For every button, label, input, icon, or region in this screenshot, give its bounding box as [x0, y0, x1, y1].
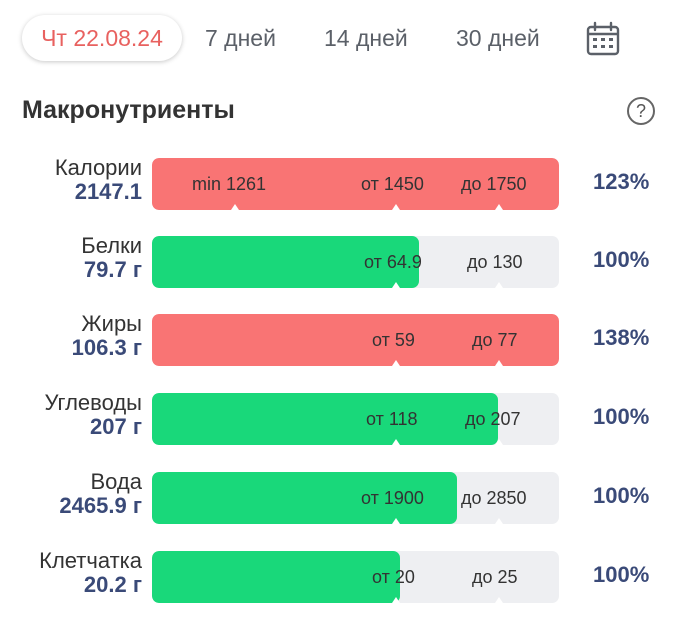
nutrient-percent: 123% [593, 169, 650, 194]
nutrient-row-water: Вода 2465.9 г от 1900 до 2850 100% [0, 469, 680, 525]
nutrient-bar-fill [152, 551, 401, 603]
from-label: от 64.9 [364, 252, 422, 272]
nutrient-name: Белки [81, 233, 142, 258]
from-tick [392, 204, 400, 210]
nutrient-bar: min 1261 от 1450 до 1750 [152, 158, 559, 210]
to-tick [495, 439, 503, 445]
from-tick [392, 439, 400, 445]
nutrient-value: 20.2 г [83, 572, 142, 597]
tab-7-days[interactable]: 7 дней [205, 25, 276, 51]
from-tick [392, 282, 400, 288]
from-label: от 1450 [361, 174, 424, 194]
nutrient-percent: 100% [593, 404, 650, 429]
to-tick [495, 282, 503, 288]
nutrient-row-protein: Белки 79.7 г от 64.9 до 130 100% [0, 233, 680, 289]
from-tick [392, 360, 400, 366]
nutrient-bar: от 20 до 25 [152, 551, 559, 603]
to-label: до 77 [472, 330, 518, 350]
nutrient-bar: от 1900 до 2850 [152, 472, 559, 524]
to-tick [495, 597, 503, 603]
nutrient-bar: от 64.9 до 130 [152, 236, 559, 288]
from-label: от 20 [372, 567, 415, 587]
nutrient-bar-fill [152, 393, 498, 445]
nutrient-name: Жиры [81, 311, 142, 336]
period-tabs: Чт 22.08.24 7 дней 14 дней 30 дней [0, 0, 680, 80]
nutrient-bar-fill [152, 236, 419, 288]
nutrient-name: Калории [54, 155, 142, 180]
nutrient-bar: от 118 до 207 [152, 393, 559, 445]
section-title: Макронутриенты [22, 96, 235, 124]
from-label: от 118 [366, 409, 418, 429]
calendar-icon[interactable] [585, 21, 621, 57]
nutrient-row-calories: Калории 2147.1 min 1261 от 1450 до 1750 … [0, 155, 680, 211]
to-tick [495, 204, 503, 210]
help-icon[interactable]: ? [627, 97, 655, 125]
to-label: до 207 [465, 409, 521, 429]
nutrient-percent: 100% [593, 562, 650, 587]
from-tick [392, 518, 400, 524]
nutrient-name: Вода [90, 469, 143, 494]
nutrient-percent: 100% [593, 483, 650, 508]
nutrient-value: 2465.9 г [59, 493, 142, 518]
nutrient-value: 207 г [90, 414, 142, 439]
min-label: min 1261 [192, 174, 267, 194]
nutrient-value: 106.3 г [71, 335, 142, 360]
from-label: от 59 [372, 330, 415, 350]
nutrient-row-fiber: Клетчатка 20.2 г от 20 до 25 100% [0, 548, 680, 604]
tab-today[interactable]: Чт 22.08.24 [22, 15, 182, 61]
to-tick [495, 360, 503, 366]
nutrient-percent: 138% [593, 325, 650, 350]
to-label: до 130 [467, 252, 523, 272]
to-label: до 1750 [461, 174, 527, 194]
min-tick [231, 204, 239, 210]
tab-30-days[interactable]: 30 дней [456, 25, 540, 51]
nutrient-row-fat: Жиры 106.3 г от 59 до 77 138% [0, 311, 680, 367]
nutrient-percent: 100% [593, 247, 650, 272]
nutrient-name: Клетчатка [39, 548, 142, 573]
tab-14-days[interactable]: 14 дней [324, 25, 408, 51]
to-label: до 2850 [461, 488, 527, 508]
from-tick [392, 597, 400, 603]
nutrient-bar-fill [152, 314, 559, 366]
to-label: до 25 [472, 567, 518, 587]
from-label: от 1900 [361, 488, 424, 508]
nutrient-row-carbs: Углеводы 207 г от 118 до 207 100% [0, 390, 680, 446]
nutrient-name: Углеводы [44, 390, 142, 415]
to-tick [495, 518, 503, 524]
nutrient-bar-fill [152, 472, 458, 524]
nutrient-value: 2147.1 [74, 179, 142, 204]
nutrient-bar-fill [152, 158, 559, 210]
nutrient-value: 79.7 г [83, 257, 142, 282]
nutrient-bar: от 59 до 77 [152, 314, 559, 366]
